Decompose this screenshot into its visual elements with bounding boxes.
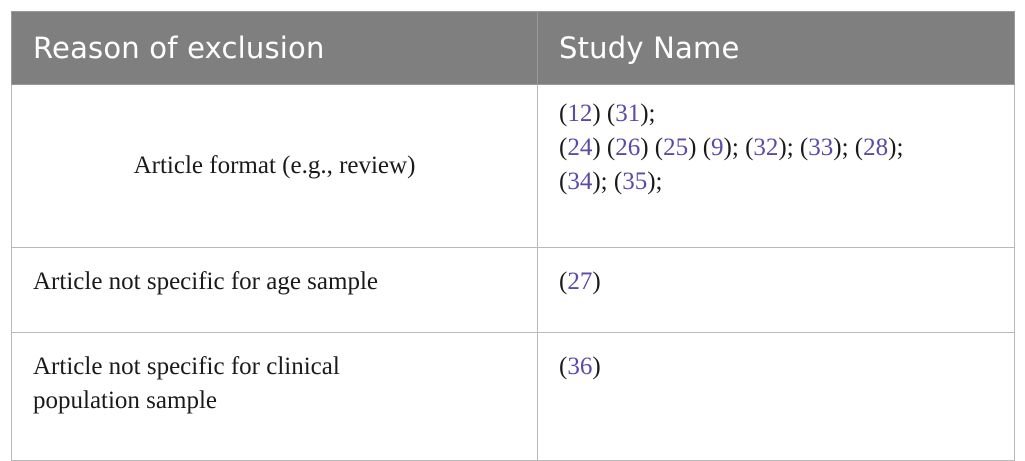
reason-line: Article not specific for clinical	[33, 353, 340, 380]
study-name-cell: (27)	[537, 247, 1015, 333]
citation-link-33[interactable]: 33	[808, 134, 834, 161]
citation-punctuation: (	[559, 353, 568, 380]
citation-link-9[interactable]: 9	[711, 134, 724, 161]
citation-link-35[interactable]: 35	[622, 168, 648, 195]
citation-link-31[interactable]: 31	[615, 100, 641, 127]
citation-punctuation: ) (	[592, 100, 616, 127]
table-row: Article format (e.g., review) (12) (31);…	[11, 84, 1015, 248]
citation-link-36[interactable]: 36	[567, 353, 593, 380]
citation-line: (24) (26) (25) (9); (32); (33); (28);	[559, 131, 993, 165]
reason-line: population sample	[33, 387, 217, 414]
header-study-name: Study Name	[537, 11, 1015, 85]
table-row: Article not specific for age sample (27)	[11, 247, 1015, 333]
citation-punctuation: ) (	[592, 134, 616, 161]
citation-punctuation: ) (	[688, 134, 712, 161]
exclusion-table: Reason of exclusion Study Name Article f…	[11, 11, 1015, 461]
reason-cell: Article format (e.g., review)	[11, 84, 538, 248]
citation-punctuation: );	[888, 134, 904, 161]
table-row: Article not specific for clinical popula…	[11, 332, 1015, 461]
citation-punctuation: ); (	[723, 134, 754, 161]
citation-link-25[interactable]: 25	[663, 134, 689, 161]
citation-punctuation: (	[559, 134, 568, 161]
citation-punctuation: );	[647, 168, 663, 195]
citation-link-32[interactable]: 32	[753, 134, 779, 161]
citation-link-27[interactable]: 27	[567, 268, 593, 295]
citation-punctuation: ); (	[778, 134, 809, 161]
citation-punctuation: ); (	[592, 168, 623, 195]
citation-link-12[interactable]: 12	[567, 100, 593, 127]
citation-punctuation: (	[559, 100, 568, 127]
citation-punctuation: (	[559, 168, 568, 195]
citation-link-26[interactable]: 26	[615, 134, 641, 161]
citation-line: (36)	[559, 350, 993, 384]
citation-line: (27)	[559, 265, 993, 299]
reason-cell: Article not specific for clinical popula…	[11, 332, 538, 461]
citation-link-28[interactable]: 28	[863, 134, 889, 161]
citation-line: (34); (35);	[559, 165, 993, 199]
citation-link-34[interactable]: 34	[567, 168, 593, 195]
citation-punctuation: )	[592, 268, 601, 295]
citation-punctuation: )	[592, 353, 601, 380]
header-reason-of-exclusion: Reason of exclusion	[11, 11, 538, 85]
citation-line: (12) (31);	[559, 97, 993, 131]
reason-cell: Article not specific for age sample	[11, 247, 538, 333]
header-row: Reason of exclusion Study Name	[11, 11, 1015, 85]
study-name-cell: (12) (31); (24) (26) (25) (9); (32); (33)…	[537, 84, 1015, 248]
citation-link-24[interactable]: 24	[567, 134, 593, 161]
citation-punctuation: (	[559, 268, 568, 295]
study-name-cell: (36)	[537, 332, 1015, 461]
citation-punctuation: ); (	[833, 134, 864, 161]
citation-punctuation: );	[640, 100, 656, 127]
citation-punctuation: ) (	[640, 134, 664, 161]
